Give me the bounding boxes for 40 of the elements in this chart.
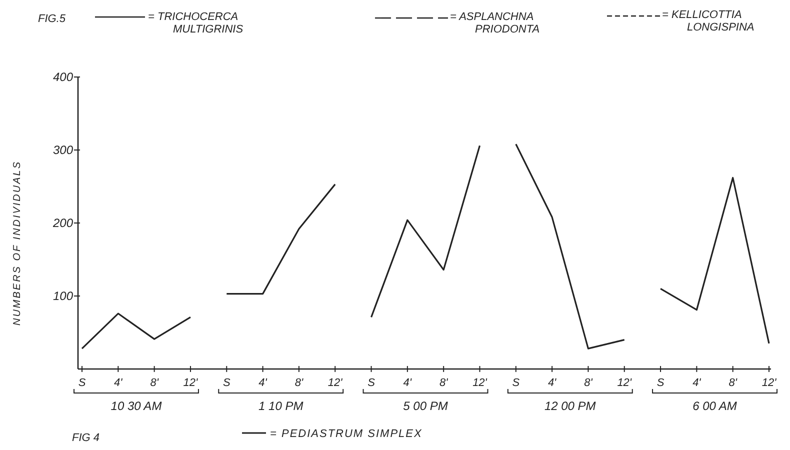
text: 10 30 AM <box>110 399 162 413</box>
x-tick-label: 12' <box>183 377 199 389</box>
text: 1 10 PM <box>258 399 304 413</box>
x-tick-label: S <box>656 377 665 389</box>
x-tick-label: 8' <box>728 377 738 389</box>
text: 12 00 PM <box>544 399 596 413</box>
y-tick-label: 300 <box>52 143 74 157</box>
text: 5 00 PM <box>403 399 448 413</box>
y-axis-title: NUMBERS OF INDIVIDUALS <box>12 160 23 326</box>
x-tick-label: 4' <box>548 377 558 389</box>
x-tick-label: 8' <box>439 377 449 389</box>
x-tick-label: S <box>368 377 376 389</box>
y-tick-label: 200 <box>52 216 74 230</box>
y-tick-label: 400 <box>52 70 74 84</box>
line-series <box>81 312 192 350</box>
caption: FIG 4 <box>72 432 100 444</box>
x-tick-label: S <box>78 377 86 389</box>
x-tick-label: 8' <box>150 377 160 389</box>
x-tick-label: 4' <box>114 377 124 389</box>
y-tick-label: 100 <box>52 289 74 303</box>
text: = TRICHOCERCA MULTIGRINIS <box>148 11 244 36</box>
x-tick-label: 4' <box>403 377 412 389</box>
x-tick-label: 8' <box>294 377 304 389</box>
x-tick-label: 12' <box>617 377 632 389</box>
x-tick-label: 12' <box>472 377 488 389</box>
x-tick-label: 8' <box>584 377 594 389</box>
x-tick-label: 12' <box>762 377 778 389</box>
x-tick-label: 12' <box>328 377 344 389</box>
text: = ASPLANCHNA PRIODONTA <box>450 11 540 36</box>
text: 6 00 AM <box>692 399 737 413</box>
x-tick-label: S <box>512 377 520 389</box>
legend-label: = PEDIASTRUM SIMPLEX <box>270 428 422 440</box>
x-tick-label: 4' <box>258 377 268 389</box>
line-series <box>370 144 481 318</box>
x-tick-label: 4' <box>692 377 702 389</box>
caption: FIG.5 <box>38 13 66 25</box>
x-tick-label: S <box>222 377 231 389</box>
line-series <box>660 176 770 344</box>
text: = KELLICOTTIA LONGISPINA <box>662 9 754 34</box>
line-series <box>515 143 626 350</box>
